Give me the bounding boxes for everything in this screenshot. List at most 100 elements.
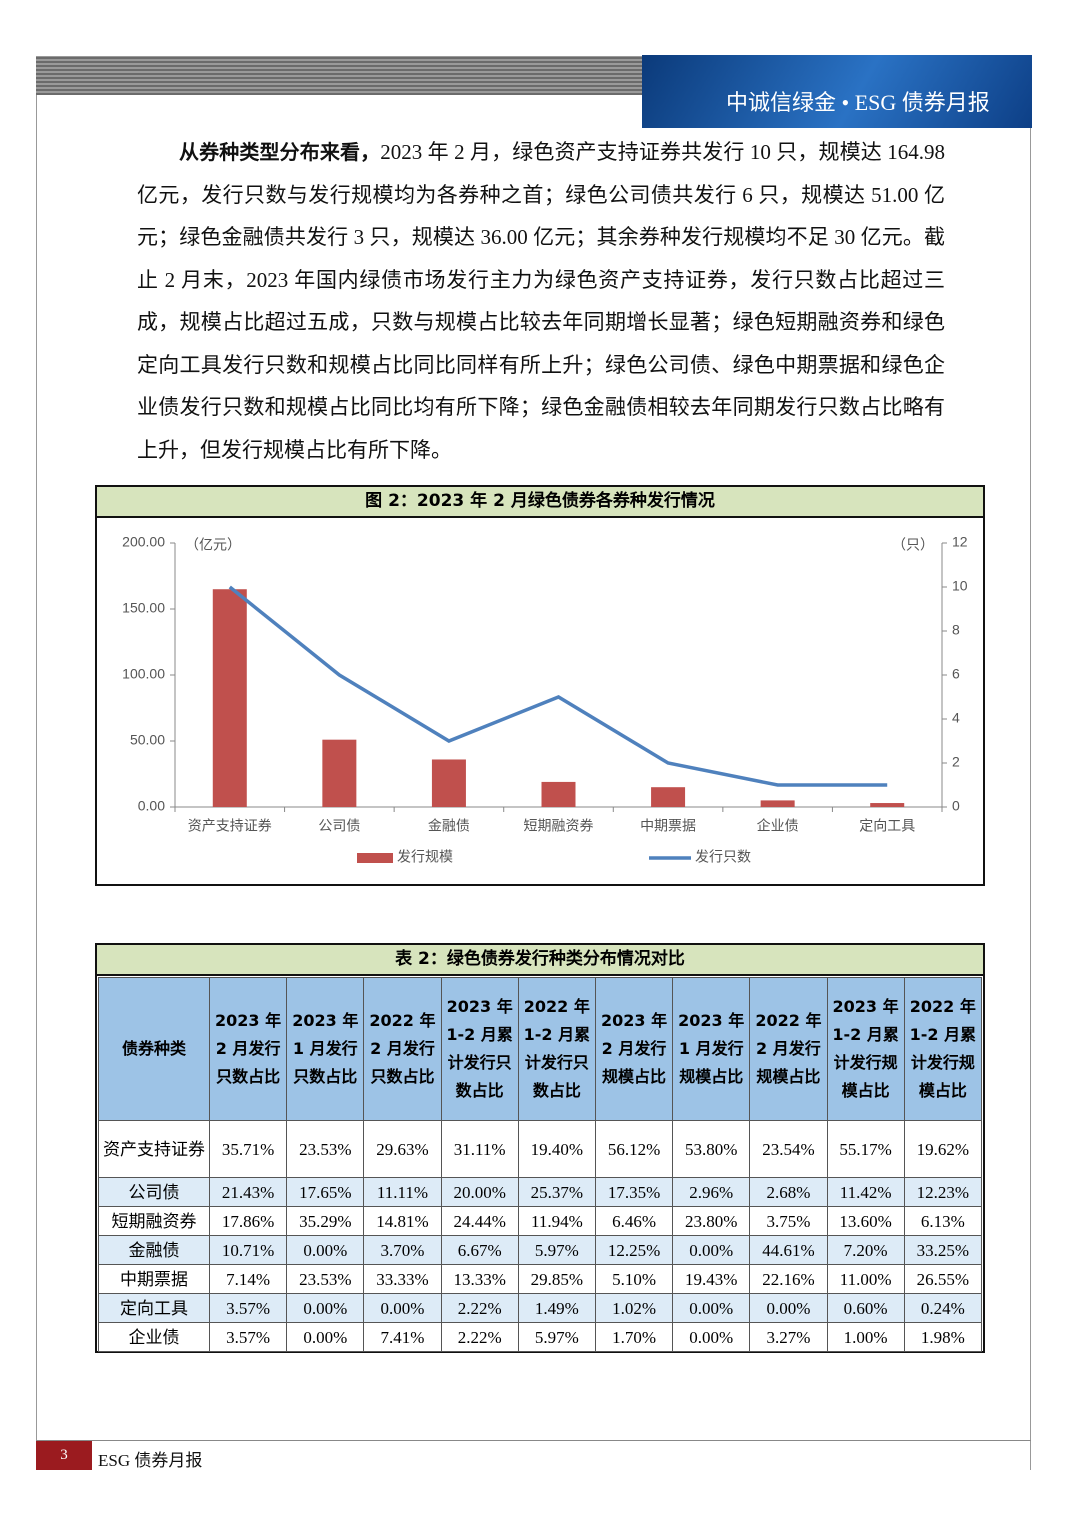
table-cell: 11.11% bbox=[363, 1177, 442, 1207]
y2-tick-label: 2 bbox=[952, 754, 960, 770]
table-cell: 7.14% bbox=[208, 1264, 288, 1294]
x-tick-label: 定向工具 bbox=[859, 818, 915, 834]
bar bbox=[322, 739, 357, 807]
table-cell: 3.57% bbox=[208, 1293, 288, 1323]
y2-tick-label: 6 bbox=[952, 666, 960, 682]
header-cell: 2023 年 1-2 月累计发行规模占比 bbox=[826, 977, 905, 1121]
table-row: 短期融资券 17.86% 35.29% 14.81% 24.44% 11.94% 6.46%… bbox=[98, 1206, 983, 1236]
table-cell: 33.25% bbox=[903, 1235, 983, 1265]
chart-title: 图 2：2023 年 2 月绿色债券各券种发行情况 bbox=[97, 487, 983, 518]
table-cell: 31.11% bbox=[440, 1120, 519, 1178]
y-tick-label: 150.00 bbox=[122, 600, 165, 616]
table-cell: 3.27% bbox=[749, 1322, 828, 1352]
page-number: 3 bbox=[36, 1441, 92, 1470]
table-cell: 3.75% bbox=[749, 1206, 828, 1236]
table-cell: 0.24% bbox=[903, 1293, 983, 1323]
header-stripe bbox=[36, 56, 642, 95]
chart: 0.00 50.00 100.00 150.00 200.00 0 2 4 6 8 10 12 （亿元）… bbox=[122, 534, 968, 865]
table-row: 定向工具 3.57% 0.00% 0.00% 2.22% 1.49% 1.02% 0.00% 0… bbox=[98, 1293, 983, 1323]
line bbox=[228, 585, 888, 787]
header-cell: 2022 年 1-2 月累计发行只数占比 bbox=[517, 977, 596, 1121]
table-cell: 资产支持证券 bbox=[98, 1120, 210, 1178]
header-cell: 2022 年 1-2 月累计发行规模占比 bbox=[903, 977, 983, 1121]
legend-label: 发行只数 bbox=[695, 849, 751, 865]
table-cell: 0.00% bbox=[286, 1322, 365, 1352]
table-cell: 定向工具 bbox=[98, 1293, 210, 1323]
table-cell: 5.10% bbox=[594, 1264, 674, 1294]
table-cell: 44.61% bbox=[749, 1235, 828, 1265]
table-cell: 2.22% bbox=[440, 1293, 519, 1323]
y2-tick-label: 8 bbox=[952, 622, 960, 638]
table-cell: 35.71% bbox=[208, 1120, 288, 1178]
header-cell: 2023 年 2 月发行规模占比 bbox=[594, 977, 674, 1121]
table-row: 金融债 10.71% 0.00% 3.70% 6.67% 5.97% 12.25% 0.00%… bbox=[98, 1235, 983, 1265]
table-cell: 1.02% bbox=[594, 1293, 674, 1323]
legend-label: 发行规模 bbox=[397, 849, 453, 865]
header-cell: 2023 年 2 月发行只数占比 bbox=[208, 977, 288, 1121]
table-cell: 0.60% bbox=[826, 1293, 905, 1323]
table-cell: 53.80% bbox=[672, 1120, 751, 1178]
table-row: 企业债 3.57% 0.00% 7.41% 2.22% 5.97% 1.70% 0.00% 3.… bbox=[98, 1322, 983, 1352]
table-cell: 1.98% bbox=[903, 1322, 983, 1352]
table-cell: 5.97% bbox=[517, 1235, 596, 1265]
table-cell: 23.53% bbox=[286, 1120, 365, 1178]
paragraph: 从券种类型分布来看，2023 年 2 月，绿色资产支持证券共发行 10 只，规模… bbox=[137, 131, 945, 471]
table-cell: 11.00% bbox=[826, 1264, 905, 1294]
table-cell: 7.41% bbox=[363, 1322, 442, 1352]
y2-tick-label: 4 bbox=[952, 710, 960, 726]
header-cell: 2023 年 1 月发行规模占比 bbox=[672, 977, 751, 1121]
bar bbox=[651, 787, 686, 807]
table-title: 表 2：绿色债券发行种类分布情况对比 bbox=[97, 945, 983, 976]
table-cell: 26.55% bbox=[903, 1264, 983, 1294]
table-cell: 29.85% bbox=[517, 1264, 596, 1294]
table-box: 表 2：绿色债券发行种类分布情况对比 债券种类 2023 年 2 月发行只数占比 2… bbox=[95, 943, 985, 1353]
table-cell: 3.70% bbox=[363, 1235, 442, 1265]
table-cell: 中期票据 bbox=[98, 1264, 210, 1294]
table-cell: 55.17% bbox=[826, 1120, 905, 1178]
header-cell: 2022 年 2 月发行只数占比 bbox=[363, 977, 442, 1121]
table-cell: 23.80% bbox=[672, 1206, 751, 1236]
table-cell: 5.97% bbox=[517, 1322, 596, 1352]
header-cell: 2023 年 1-2 月累计发行只数占比 bbox=[440, 977, 519, 1121]
table-row: 资产支持证券 35.71% 23.53% 29.63% 31.11% 19.40% 56.1… bbox=[98, 1120, 983, 1178]
table-cell: 0.00% bbox=[672, 1322, 751, 1352]
table-cell: 2.68% bbox=[749, 1177, 828, 1207]
y2-axis-label: （只） bbox=[892, 537, 934, 553]
table-cell: 17.65% bbox=[286, 1177, 365, 1207]
paragraph-body: 2023 年 2 月，绿色资产支持证券共发行 10 只，规模达 164.98 亿… bbox=[137, 140, 946, 462]
table: 债券种类 2023 年 2 月发行只数占比 2023 年 1 月发行只数占比 2022… bbox=[98, 977, 983, 1352]
table-cell: 56.12% bbox=[594, 1120, 674, 1178]
table-row: 公司债 21.43% 17.65% 11.11% 20.00% 25.37% 17.35% 2… bbox=[98, 1177, 983, 1207]
table-cell: 0.00% bbox=[672, 1235, 751, 1265]
footer-line bbox=[36, 1440, 1031, 1441]
y-tick-label: 50.00 bbox=[130, 732, 165, 748]
x-tick-label: 公司债 bbox=[318, 818, 360, 834]
header-cell: 2023 年 1 月发行只数占比 bbox=[286, 977, 365, 1121]
bar bbox=[541, 781, 576, 807]
y2-tick-label: 12 bbox=[952, 534, 968, 550]
x-tick-label: 企业债 bbox=[757, 818, 799, 834]
table-cell: 17.35% bbox=[594, 1177, 674, 1207]
table-cell: 1.70% bbox=[594, 1322, 674, 1352]
table-cell: 1.00% bbox=[826, 1322, 905, 1352]
page-frame bbox=[36, 56, 1031, 1470]
header-brand: 中诚信绿金 • ESG 债券月报 bbox=[642, 55, 1032, 128]
table-cell: 0.00% bbox=[286, 1293, 365, 1323]
table-cell: 金融债 bbox=[98, 1235, 210, 1265]
table-row: 中期票据 7.14% 23.53% 33.33% 13.33% 29.85% 5.10% 19… bbox=[98, 1264, 983, 1294]
y-tick-label: 200.00 bbox=[122, 534, 165, 550]
table-cell: 29.63% bbox=[363, 1120, 442, 1178]
table-cell: 25.37% bbox=[517, 1177, 596, 1207]
table-cell: 23.53% bbox=[286, 1264, 365, 1294]
bar bbox=[431, 759, 466, 807]
table-cell: 35.29% bbox=[286, 1206, 365, 1236]
table-cell: 11.42% bbox=[826, 1177, 905, 1207]
table-cell: 0.00% bbox=[286, 1235, 365, 1265]
table-cell: 7.20% bbox=[826, 1235, 905, 1265]
table-cell: 21.43% bbox=[208, 1177, 288, 1207]
table-cell: 17.86% bbox=[208, 1206, 288, 1236]
table-cell: 12.23% bbox=[903, 1177, 983, 1207]
table-cell: 19.43% bbox=[672, 1264, 751, 1294]
bar bbox=[760, 800, 795, 807]
